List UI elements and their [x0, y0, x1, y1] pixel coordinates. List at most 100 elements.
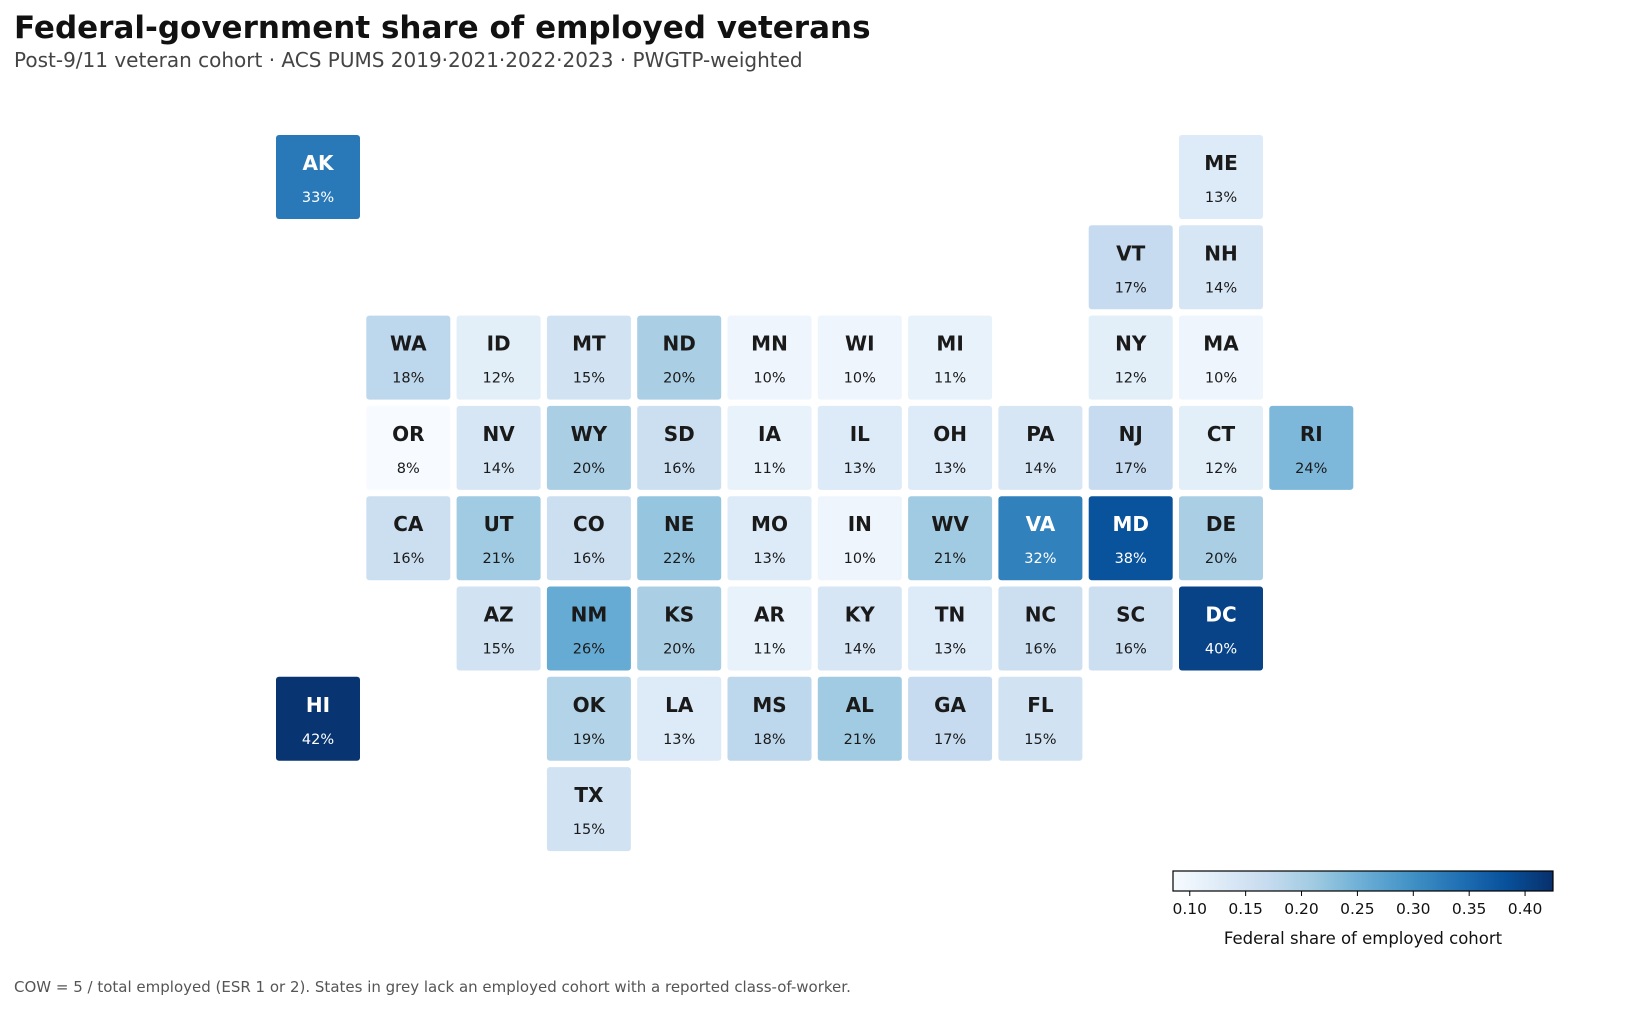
- state-abbr-label: IN: [848, 512, 872, 536]
- state-value-label: 16%: [1115, 642, 1147, 658]
- state-value-label: 13%: [1205, 190, 1237, 206]
- state-abbr-label: MS: [752, 693, 786, 717]
- chart-title: Federal-government share of employed vet…: [14, 10, 871, 46]
- state-value-label: 15%: [482, 642, 514, 658]
- state-tile-fill: [637, 405, 722, 490]
- state-tile-wy: WY 20%: [546, 405, 631, 490]
- state-abbr-label: NH: [1204, 241, 1237, 265]
- state-tile-fill: [1088, 496, 1173, 581]
- state-tile-fill: [456, 405, 541, 490]
- state-tile-fill: [1179, 405, 1263, 490]
- colorbar-tick-label: 0.15: [1228, 900, 1263, 918]
- state-value-label: 40%: [1205, 642, 1237, 658]
- state-value-label: 38%: [1115, 551, 1147, 567]
- state-value-label: 18%: [392, 371, 424, 387]
- state-abbr-label: AL: [846, 693, 874, 717]
- state-abbr-label: MN: [751, 332, 788, 356]
- state-tile-mo: MO 13%: [727, 496, 812, 581]
- state-tile-fill: [1088, 225, 1173, 310]
- colorbar-tick-label: 0.10: [1173, 900, 1208, 918]
- state-tile-dc: DC 40%: [1179, 586, 1263, 671]
- state-value-label: 20%: [663, 371, 695, 387]
- state-value-label: 13%: [934, 461, 966, 477]
- state-tile-ok: OK 19%: [546, 676, 631, 761]
- state-tile-nc: NC 16%: [998, 586, 1083, 671]
- state-tile-fill: [998, 676, 1083, 761]
- state-abbr-label: OH: [933, 422, 967, 446]
- chart-subtitle: Post-9/11 veteran cohort · ACS PUMS 2019…: [14, 48, 803, 72]
- state-tile-al: AL 21%: [817, 676, 902, 761]
- state-tile-fill: [817, 315, 902, 400]
- state-tile-tx: TX 15%: [546, 767, 631, 852]
- state-value-label: 14%: [482, 461, 514, 477]
- state-tile-id: ID 12%: [456, 315, 541, 400]
- state-tile-fill: [546, 586, 631, 671]
- state-tile-ri: RI 24%: [1269, 405, 1354, 490]
- state-tile-fill: [366, 315, 451, 400]
- state-value-label: 16%: [1024, 642, 1056, 658]
- state-tile-wa: WA 18%: [366, 315, 451, 400]
- state-abbr-label: PA: [1026, 422, 1055, 446]
- colorbar-tick-label: 0.30: [1396, 900, 1431, 918]
- state-tile-fill: [908, 315, 993, 400]
- state-value-label: 21%: [482, 551, 514, 567]
- state-tile-la: LA 13%: [637, 676, 722, 761]
- state-value-label: 16%: [392, 551, 424, 567]
- state-value-label: 10%: [753, 371, 785, 387]
- state-tile-hi: HI 42%: [276, 676, 360, 761]
- state-value-label: 18%: [753, 732, 785, 748]
- state-abbr-label: HI: [306, 693, 330, 717]
- state-abbr-label: WI: [845, 332, 875, 356]
- state-tile-fill: [366, 405, 451, 490]
- state-abbr-label: IL: [850, 422, 870, 446]
- state-value-label: 10%: [844, 551, 876, 567]
- state-abbr-label: WV: [931, 512, 969, 536]
- state-value-label: 11%: [753, 461, 785, 477]
- state-tile-ky: KY 14%: [817, 586, 902, 671]
- state-abbr-label: NY: [1115, 332, 1147, 356]
- state-tile-ut: UT 21%: [456, 496, 541, 581]
- state-value-label: 20%: [663, 642, 695, 658]
- state-value-label: 20%: [573, 461, 605, 477]
- state-abbr-label: NC: [1025, 603, 1056, 627]
- state-tile-fill: [546, 496, 631, 581]
- state-abbr-label: CA: [393, 512, 424, 536]
- state-tile-mn: MN 10%: [727, 315, 812, 400]
- state-abbr-label: DE: [1206, 512, 1236, 536]
- state-tile-nd: ND 20%: [637, 315, 722, 400]
- state-tile-ks: KS 20%: [637, 586, 722, 671]
- state-abbr-label: OK: [573, 693, 607, 717]
- state-value-label: 13%: [934, 642, 966, 658]
- state-tile-ct: CT 12%: [1179, 405, 1263, 490]
- state-tile-fill: [1179, 225, 1263, 310]
- state-tile-md: MD 38%: [1088, 496, 1173, 581]
- state-abbr-label: CT: [1207, 422, 1236, 446]
- state-value-label: 17%: [1115, 461, 1147, 477]
- state-tile-ak: AK 33%: [276, 135, 360, 219]
- state-tile-fill: [456, 496, 541, 581]
- state-abbr-label: GA: [934, 693, 966, 717]
- state-tile-fill: [998, 586, 1083, 671]
- state-abbr-label: SC: [1116, 603, 1145, 627]
- colorbar: 0.10 0.15 0.20 0.25 0.30 0.35 0.40 Federal shar…: [1172, 870, 1554, 948]
- state-tile-fill: [546, 676, 631, 761]
- state-tile-fill: [276, 676, 360, 761]
- state-tile-in: IN 10%: [817, 496, 902, 581]
- state-tile-co: CO 16%: [546, 496, 631, 581]
- state-tiles: AK 33% ME 13% VT 17% NH 14% WA 18% ID 12% MT 15% ND 20%…: [276, 135, 1354, 852]
- state-abbr-label: CO: [573, 512, 605, 536]
- state-tile-ca: CA 16%: [366, 496, 451, 581]
- state-value-label: 42%: [302, 732, 334, 748]
- state-tile-fill: [546, 767, 631, 852]
- state-value-label: 32%: [1024, 551, 1056, 567]
- state-tile-nh: NH 14%: [1179, 225, 1263, 310]
- state-value-label: 10%: [1205, 371, 1237, 387]
- state-tile-fill: [727, 676, 812, 761]
- state-tile-fill: [637, 315, 722, 400]
- state-tile-nv: NV 14%: [456, 405, 541, 490]
- state-value-label: 26%: [573, 642, 605, 658]
- state-value-label: 14%: [1024, 461, 1056, 477]
- colorbar-tick-label: 0.20: [1284, 900, 1319, 918]
- state-abbr-label: WY: [571, 422, 608, 446]
